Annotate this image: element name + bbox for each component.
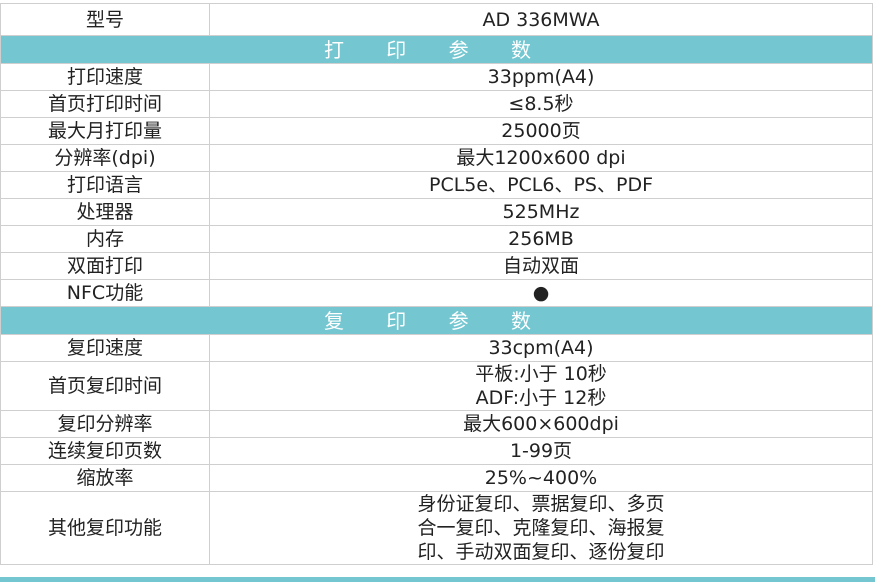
spec-value-cell: ≤8.5秒 [209, 90, 873, 118]
spec-value-cell: 33cpm(A4) [209, 334, 873, 362]
spec-value-cell: 平板:小于 10秒 ADF:小于 12秒 [209, 361, 873, 411]
spec-value: PCL5e、PCL6、PS、PDF [428, 174, 654, 196]
spec-value: 33cpm(A4) [488, 337, 594, 359]
table-row: 连续复印页数 1-99页 [0, 437, 873, 465]
model-label: 型号 [0, 3, 210, 36]
table-row: 首页复印时间 平板:小于 10秒 ADF:小于 12秒 [0, 361, 873, 411]
spec-label: 内存 [0, 225, 210, 253]
spec-table: 型号 AD 336MWA 打 印 参 数打印速度 33ppm(A4) 首页打印时间 ≤8… [0, 3, 873, 565]
spec-value-cell: 256MB [209, 225, 873, 253]
spec-value-cell: 最大1200x600 dpi [209, 144, 873, 172]
table-row: 双面打印 自动双面 [0, 252, 873, 280]
table-row: 复印速度 33cpm(A4) [0, 334, 873, 362]
value-line: 身份证复印、票据复印、多页 [417, 493, 665, 515]
table-row: 分辨率(dpi) 最大1200x600 dpi [0, 144, 873, 172]
spec-value-cell: 1-99页 [209, 437, 873, 465]
spec-label: 双面打印 [0, 252, 210, 280]
spec-value-cell: 最大600×600dpi [209, 410, 873, 438]
spec-value-cell: 身份证复印、票据复印、多页 合一复印、克隆复印、海报复 印、手动双面复印、逐份复印 [209, 491, 873, 565]
table-row: 处理器 525MHz [0, 198, 873, 226]
spec-label: 复印速度 [0, 334, 210, 362]
table-row: 内存 256MB [0, 225, 873, 253]
spec-value: 33ppm(A4) [487, 66, 595, 88]
spec-label: NFC功能 [0, 279, 210, 307]
value-line: ADF:小于 12秒 [475, 387, 607, 409]
value-line: 合一复印、克隆复印、海报复 [417, 517, 665, 539]
spec-value-cell: ● [209, 279, 873, 307]
spec-value-cell: 25000页 [209, 117, 873, 145]
table-row: 复印分辨率 最大600×600dpi [0, 410, 873, 438]
spec-label: 首页打印时间 [0, 90, 210, 118]
table-row: 其他复印功能 身份证复印、票据复印、多页 合一复印、克隆复印、海报复 印、手动双面复印… [0, 491, 873, 565]
spec-value: ≤8.5秒 [508, 93, 574, 115]
spec-value: ● [532, 282, 550, 304]
spec-value-cell: 33ppm(A4) [209, 63, 873, 91]
spec-value-cell: 自动双面 [209, 252, 873, 280]
spec-label: 分辨率(dpi) [0, 144, 210, 172]
spec-label: 打印速度 [0, 63, 210, 91]
table-row: 缩放率 25%~400% [0, 464, 873, 492]
spec-value: 25000页 [501, 120, 581, 142]
spec-value-cell: PCL5e、PCL6、PS、PDF [209, 171, 873, 199]
spec-label: 首页复印时间 [0, 361, 210, 411]
spec-label: 打印语言 [0, 171, 210, 199]
spec-label: 缩放率 [0, 464, 210, 492]
spec-label: 连续复印页数 [0, 437, 210, 465]
table-row: 最大月打印量 25000页 [0, 117, 873, 145]
spec-value: 1-99页 [509, 440, 573, 462]
spec-value: 25%~400% [484, 467, 598, 489]
spec-value-cell: 25%~400% [209, 464, 873, 492]
table-row: NFC功能 ● [0, 279, 873, 307]
spec-value: 最大1200x600 dpi [456, 147, 626, 169]
spec-label: 最大月打印量 [0, 117, 210, 145]
table-row: 打印速度 33ppm(A4) [0, 63, 873, 91]
section-header: 复 印 参 数 [0, 306, 873, 335]
spec-value: 525MHz [502, 201, 580, 223]
model-value: AD 336MWA [209, 3, 873, 36]
spec-label: 处理器 [0, 198, 210, 226]
value-line: 平板:小于 10秒 [475, 363, 607, 385]
table-row: 打印语言 PCL5e、PCL6、PS、PDF [0, 171, 873, 199]
spec-label: 复印分辨率 [0, 410, 210, 438]
spec-label: 其他复印功能 [0, 491, 210, 565]
spec-value: 最大600×600dpi [463, 413, 619, 435]
section-header: 打 印 参 数 [0, 35, 873, 64]
value-line: 印、手动双面复印、逐份复印 [417, 541, 665, 563]
bottom-bar [0, 577, 875, 582]
table-row: 首页打印时间 ≤8.5秒 [0, 90, 873, 118]
spec-value-cell: 525MHz [209, 198, 873, 226]
spec-value: 256MB [508, 228, 574, 250]
spec-value: 自动双面 [502, 255, 579, 277]
